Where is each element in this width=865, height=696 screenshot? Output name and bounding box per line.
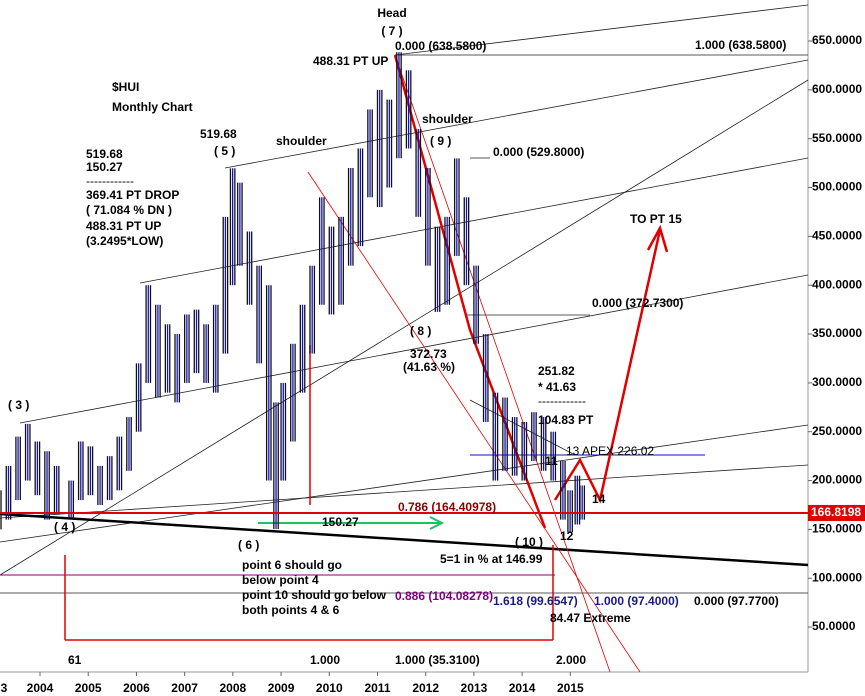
annotation: ( 10 ) [515,535,543,549]
trend-line [0,464,809,519]
annotation: 5=1 in % at 146.99 [440,552,543,566]
x-tick-label: 2004 [27,681,54,695]
annotation: shoulder [422,112,473,126]
annotation: 150.27 [86,160,123,174]
red-channel [307,54,641,673]
x-tick-label: 2005 [75,681,102,695]
annotation: 369.41 PT DROP [86,188,179,202]
y-tick-label: 400.0000 [812,277,862,291]
annotation: 519.68 [86,147,123,161]
x-tick-label: 2014 [509,681,536,695]
annotation: below point 4 [242,573,319,587]
annotation: ------------ [538,394,586,408]
annotation: 0.886 (104.08278) [395,589,493,603]
y-tick-label: 100.0000 [812,570,862,584]
annotation: 0.000 (372.7300) [592,296,683,310]
support-line [0,512,809,567]
annotation: 251.82 [538,364,575,378]
annotation: 1.000 [310,653,340,667]
annotation: TO PT 15 [630,212,682,226]
annotation: ------------ [86,174,134,188]
annotation: ( 9 ) [430,134,451,148]
annotation: * 41.63 [538,380,576,394]
annotation: both points 4 & 6 [242,603,340,617]
annotation: ( 5 ) [214,144,235,158]
x-tick-label: 2012 [412,681,439,695]
y-tick-label: 500.0000 [812,180,862,194]
annotation: Monthly Chart [112,100,193,114]
annotation: ( 8 ) [410,324,431,338]
y-tick-label: 450.0000 [812,229,862,243]
annotation: 1.000 (35.3100) [395,653,480,667]
annotation: $HUI [112,80,139,94]
channel-line [307,171,641,673]
x-tick-label: 2010 [316,681,343,695]
annotation: 13 APEX 226.02 [566,444,654,458]
x-tick-label: 2008 [220,681,247,695]
annotation: ( 4 ) [54,520,75,534]
annotation: 11 [545,454,558,468]
annotation: (3.2495*LOW) [86,234,163,248]
annotation: ( 7 ) [381,24,402,38]
x-tick-label: 2011 [364,681,390,695]
x-tick-label: 2015 [557,681,584,695]
y-tick-label: 650.0000 [812,33,862,47]
arrow-head [429,516,445,530]
annotation: shoulder [276,134,327,148]
x-tick-label: 2006 [123,681,150,695]
channel-line [394,54,611,673]
annotation: ( 6 ) [238,538,259,552]
trend-line [0,79,809,576]
annotation: 1.000 (97.4000) [594,594,679,608]
x-tick-label: 2007 [171,681,198,695]
y-tick-label: 200.0000 [812,473,862,487]
annotation: 0.000 (97.7700) [694,594,779,608]
annotation: 150.27 [322,515,359,529]
annotation: 104.83 PT [538,413,594,427]
trend-line [224,59,809,169]
annotation: 1.000 (638.5800) [695,38,786,52]
annotation: 1.618 (99.6547) [493,594,578,608]
annotation: Head [377,6,406,20]
y-tick-label: 550.0000 [812,131,862,145]
trend-line [394,4,809,56]
y-tick-label: 250.0000 [812,424,862,438]
annotation: ( 3 ) [8,398,29,412]
last-price-box [808,504,865,521]
annotation: 0.000 (529.8000) [493,145,584,159]
y-tick-label: 600.0000 [812,82,862,96]
projection-arrow [553,229,662,504]
last-price-label: 166.8198 [811,505,861,519]
annotation: ( 71.084 % DN ) [86,203,172,217]
annotation: 0.000 (638.5800) [395,39,486,53]
annotation: 2.000 [556,653,586,667]
annotation: 84.47 Extreme [550,611,631,625]
x-tick-label: 2013 [461,681,488,695]
y-tick-label: 150.0000 [812,522,862,536]
x-tick-label: 3 [1,681,8,695]
arrow-head [646,224,669,253]
annotation: 488.31 PT UP [313,54,388,68]
annotation: 14 [592,492,606,506]
annotation: (41.63 %) [403,360,455,374]
y-tick-label: 300.0000 [812,375,862,389]
y-tick-label: 350.0000 [812,326,862,340]
annotation: 61 [68,653,82,667]
annotation: 372.73 [410,347,447,361]
annotation: point 6 should go [242,558,342,572]
annotation: 519.68 [200,127,237,141]
trend-line [19,274,809,424]
y-tick-label: 50.0000 [812,619,856,633]
annotation: 488.31 PT UP [86,219,161,233]
annotation: 12 [560,529,574,543]
x-tick-label: 2009 [268,681,295,695]
annotation: point 10 should go below [242,588,387,602]
annotation: 0.786 (164.40978) [398,500,496,514]
measure-lines [64,345,554,641]
